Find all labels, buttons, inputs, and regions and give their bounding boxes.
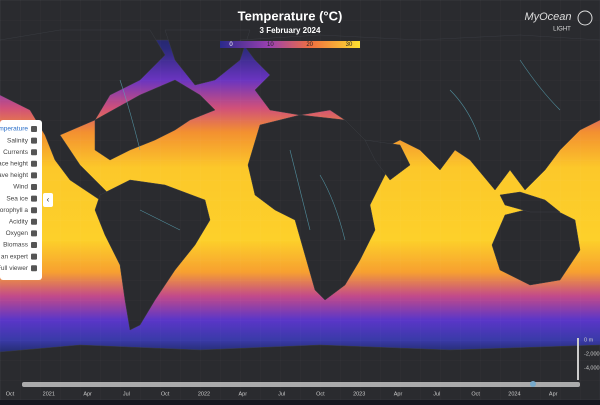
date: 3 February 2024: [260, 26, 321, 35]
timeline-label: Oct: [316, 391, 325, 397]
timeline-label: Jul: [123, 391, 130, 397]
menu-icon: [31, 149, 37, 156]
menu-icon: [31, 172, 37, 179]
timeline-label: Oct: [6, 391, 15, 397]
colorbar-tick: 0: [229, 42, 233, 48]
menu-item[interactable]: Temperature: [0, 126, 28, 133]
timeline-label: Oct: [161, 391, 170, 397]
menu-panel: [0, 120, 42, 280]
menu-item[interactable]: ave height: [0, 172, 28, 179]
colorbar-tick: 20: [306, 42, 313, 48]
timeline-label: Apr: [394, 391, 403, 397]
timeline-label: Jul: [433, 391, 440, 397]
logo: MyOcean: [524, 11, 571, 23]
menu-item[interactable]: Acidity: [9, 219, 29, 226]
depth-label: 0 m: [584, 337, 594, 343]
timeline-label: 2023: [353, 391, 365, 397]
menu-item[interactable]: Full viewer: [0, 265, 29, 272]
title: Temperature (°C): [238, 8, 343, 23]
menu-item[interactable]: e an expert: [0, 253, 28, 260]
menu-icon: [31, 230, 37, 237]
depth-label: -2,000: [584, 351, 600, 357]
timeline-label: 2024: [508, 391, 520, 397]
timeline-label: Apr: [239, 391, 248, 397]
menu-item[interactable]: Wind: [13, 184, 28, 191]
logo-icon: [577, 10, 593, 26]
menu-item[interactable]: Oxygen: [6, 230, 29, 237]
colorbar-tick: 10: [267, 42, 274, 48]
menu-icon: [31, 137, 37, 144]
menu-item[interactable]: lorophyll a: [0, 207, 28, 214]
colorbar-tick: 30: [346, 42, 353, 48]
menu-item[interactable]: Currents: [3, 149, 29, 156]
timeline-label: 2021: [43, 391, 55, 397]
collapse-icon: ‹: [47, 195, 50, 204]
menu-icon: [31, 195, 37, 202]
menu-icon: [31, 207, 37, 214]
menu-icon: [31, 218, 37, 225]
menu-icon: [31, 242, 37, 248]
menu-icon: [31, 184, 37, 190]
menu-icon: [31, 265, 37, 272]
timeline-handle[interactable]: [530, 381, 536, 387]
collapse-button[interactable]: [43, 193, 53, 207]
timeline-label: Jul: [278, 391, 285, 397]
timeline-label: 2022: [198, 391, 210, 397]
logo-sub: LIGHT: [553, 27, 571, 33]
timeline-label: Oct: [471, 391, 480, 397]
colorbar: [220, 41, 360, 48]
timeline-track[interactable]: [22, 382, 580, 387]
menu-item[interactable]: Biomass: [3, 242, 29, 249]
menu-icon: [31, 160, 37, 167]
menu-item[interactable]: Sea ice: [6, 195, 28, 202]
menu-icon: [31, 253, 37, 260]
menu-item[interactable]: Salinity: [7, 137, 29, 144]
depth-label: -4,000: [584, 365, 600, 371]
menu-item[interactable]: face height: [0, 161, 28, 168]
timeline-label: Apr: [83, 391, 92, 397]
menu-icon: [31, 126, 37, 132]
timeline-label: Apr: [549, 391, 558, 397]
